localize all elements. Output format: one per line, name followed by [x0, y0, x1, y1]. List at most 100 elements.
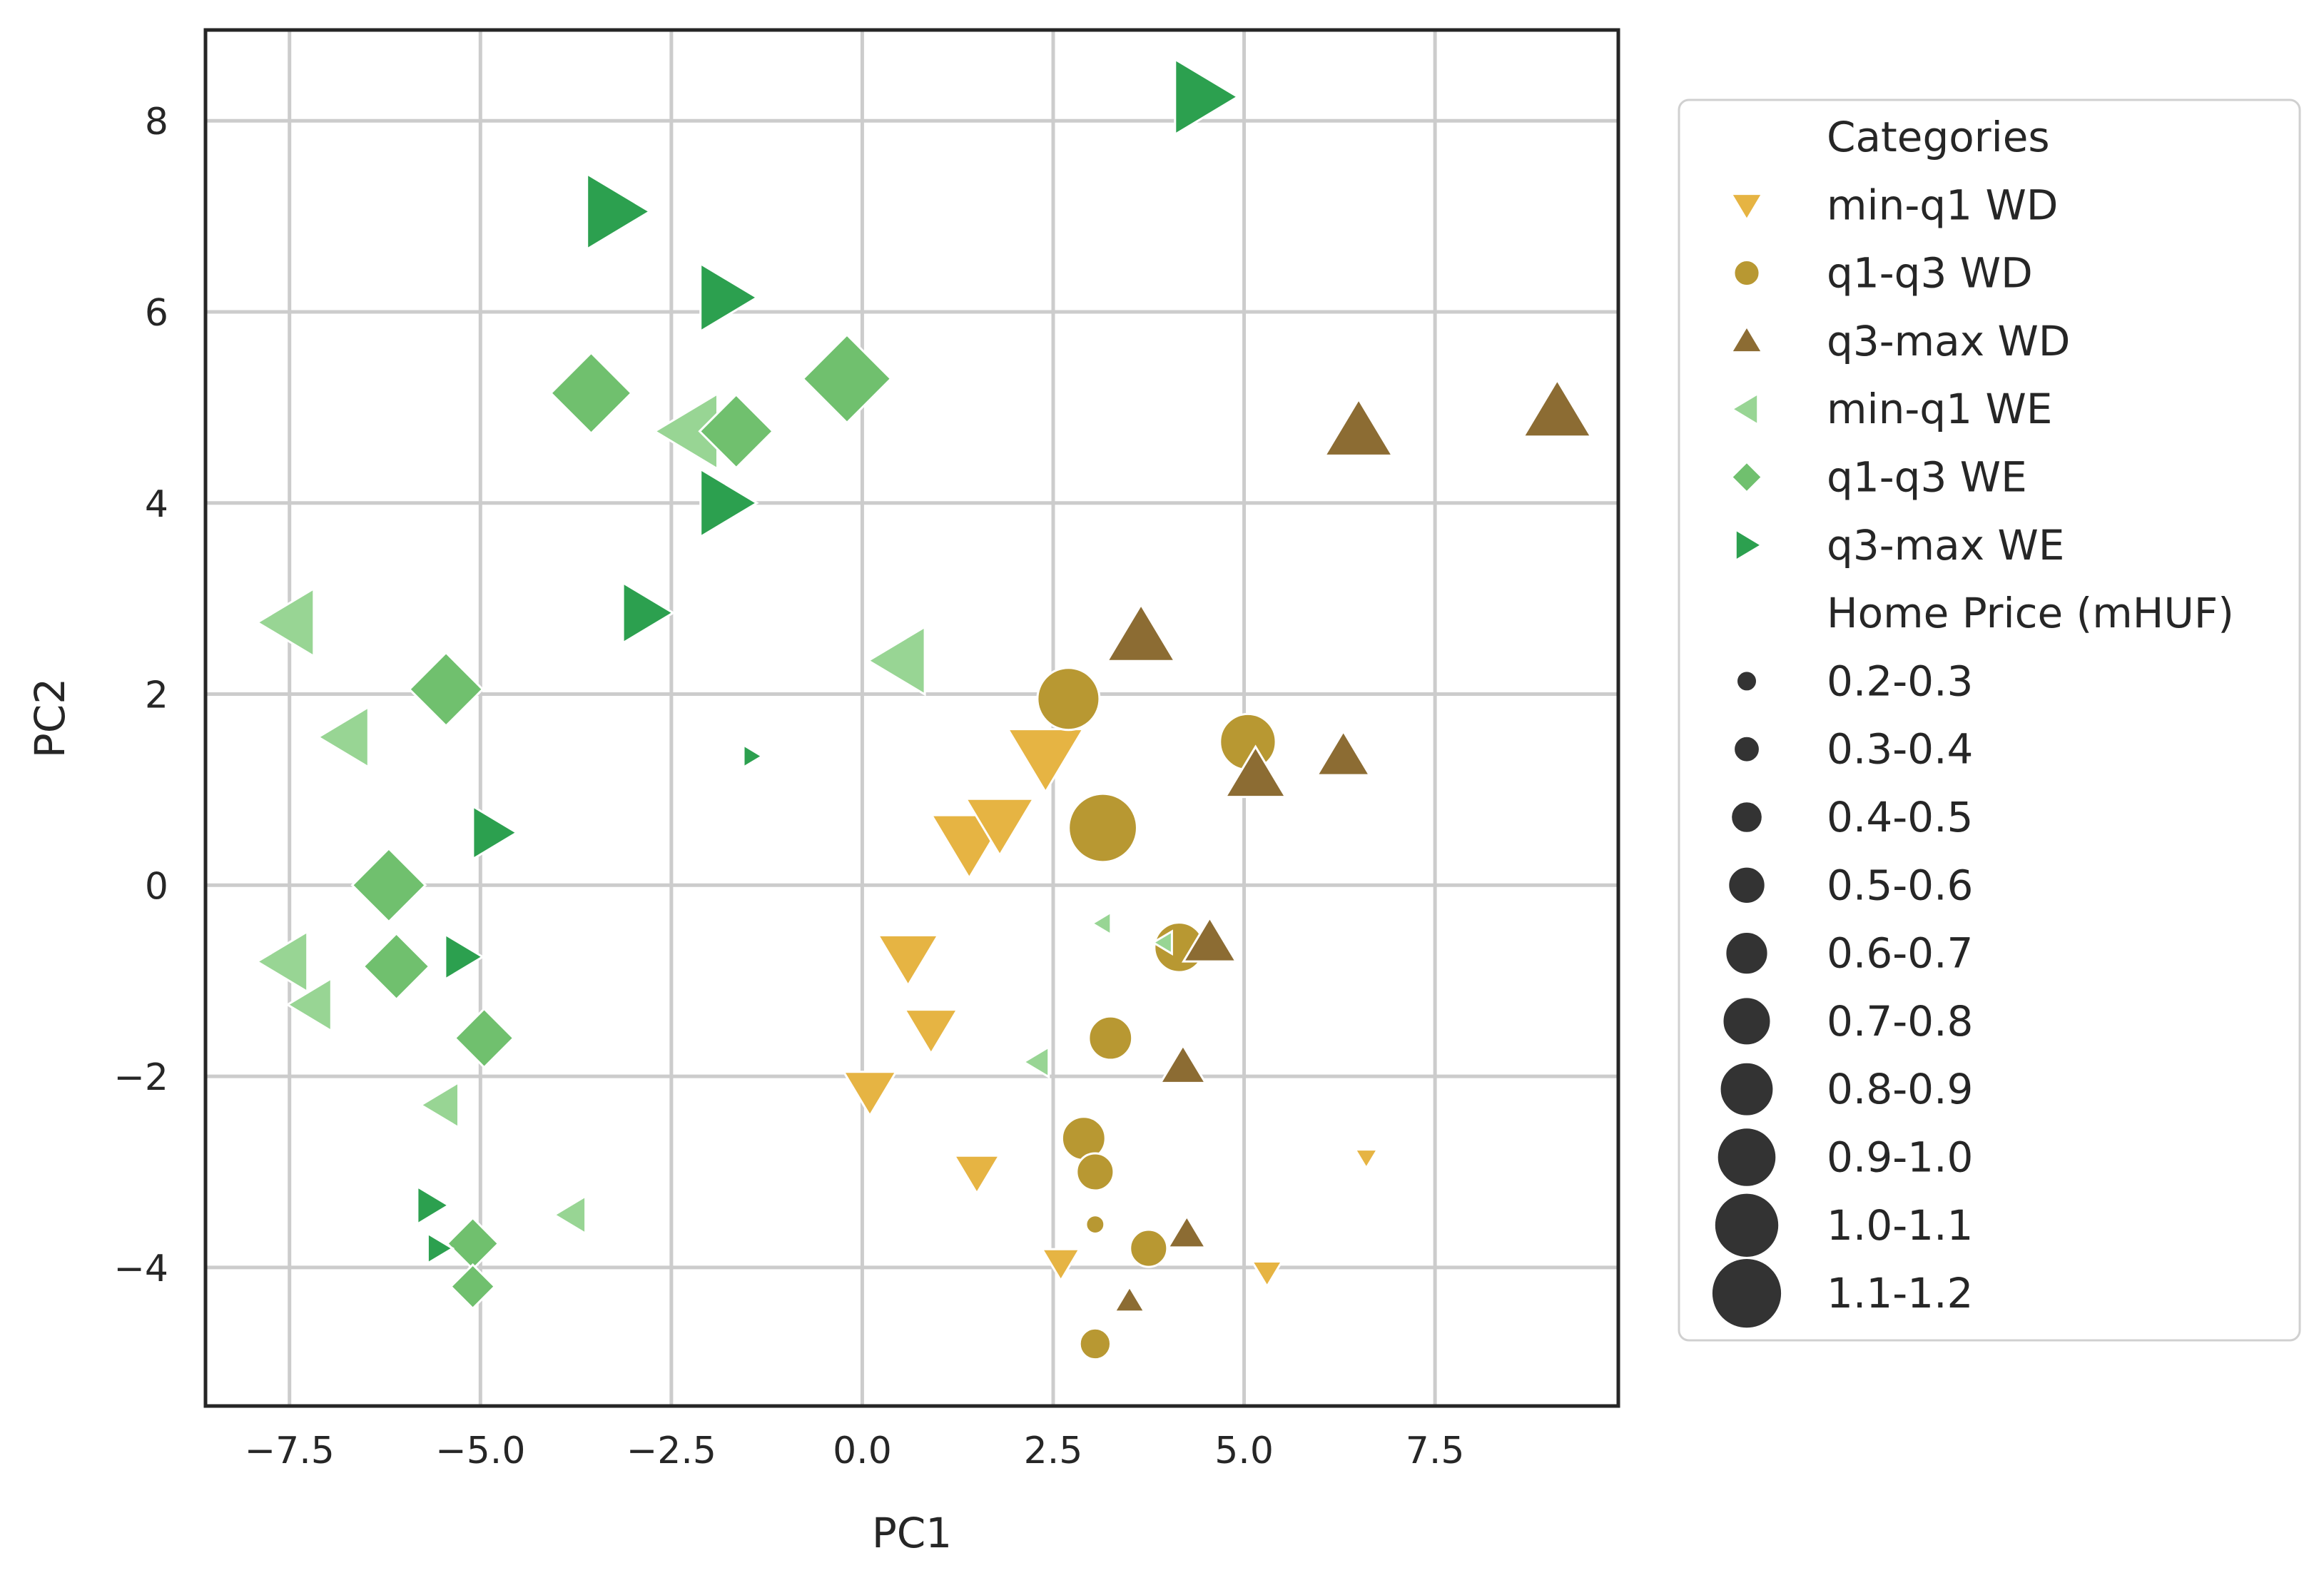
legend-size-marker: [1710, 1258, 1783, 1330]
legend-size-entry: 0.3-0.4: [1733, 725, 1973, 774]
data-point: [876, 934, 940, 988]
data-point: [453, 1007, 515, 1069]
x-tick-label: 2.5: [1024, 1430, 1083, 1472]
data-point: [964, 797, 1036, 858]
legend-size-marker: [1727, 866, 1766, 905]
data-point: [1078, 1327, 1112, 1361]
data-point: [1021, 1045, 1050, 1079]
legend-size-entry: 1.0-1.1: [1713, 1192, 1973, 1259]
tick-labels: −7.5 −5.0 −2.5 0.0 2.5 5.0 7.5 −4 −2 0 2 4 6 8: [113, 101, 1464, 1472]
legend-marker: [1732, 259, 1761, 288]
data-point: [1067, 792, 1138, 864]
series-q1-q3-we: [350, 333, 893, 1310]
x-tick-label: −2.5: [626, 1430, 716, 1472]
data-point: [841, 1071, 898, 1118]
data-points: [255, 57, 1593, 1361]
legend-box: [1678, 98, 2301, 1342]
plot-area-frame: [203, 28, 1620, 1408]
legend-entry: q3-max WD: [1729, 317, 2070, 365]
series-min-q1-wd: [841, 728, 1380, 1289]
y-tick-label: 0: [145, 865, 168, 908]
legend-size-marker: [1733, 735, 1760, 763]
x-tick-label: −5.0: [435, 1430, 525, 1472]
grid-lines: [205, 30, 1618, 1406]
data-point: [866, 624, 926, 697]
data-point: [586, 172, 652, 251]
legend-category-title: Categories: [1827, 113, 2050, 161]
y-axis-label: PC2: [26, 678, 74, 758]
legend-label: q1-q3 WE: [1827, 453, 2027, 502]
y-tick-label: 6: [145, 292, 168, 335]
data-point: [1353, 1148, 1380, 1170]
data-point: [1323, 397, 1395, 457]
legend-size-marker: [1736, 670, 1757, 692]
data-point: [1166, 1214, 1208, 1249]
legend-size-label: 0.7-0.8: [1827, 997, 1973, 1046]
data-point: [316, 705, 370, 769]
data-point: [621, 580, 676, 645]
x-tick-label: 5.0: [1214, 1430, 1274, 1472]
data-point: [1075, 1152, 1115, 1192]
legend-size-entry: 0.7-0.8: [1722, 996, 1973, 1046]
data-point: [1087, 1015, 1134, 1061]
data-point: [255, 587, 315, 659]
data-point: [1315, 729, 1372, 777]
data-point: [1036, 667, 1101, 732]
series-q3-max-wd: [1105, 378, 1593, 1313]
data-point: [1181, 915, 1238, 963]
data-point: [255, 929, 309, 994]
data-point: [1105, 602, 1177, 662]
data-point: [407, 651, 484, 728]
data-point: [449, 1263, 497, 1310]
legend-entry: q3-max WE: [1734, 521, 2064, 570]
data-point: [1005, 728, 1085, 794]
legend-size-marker: [1722, 996, 1772, 1046]
legend-size-entry: 0.9-1.0: [1716, 1127, 1973, 1188]
legend-size-label: 0.9-1.0: [1827, 1133, 1973, 1182]
legend: Categories min-q1 WD q1-q3 WD q3-max WD min-…: [1678, 98, 2301, 1342]
legend-label: min-q1 WD: [1827, 181, 2058, 229]
x-tick-label: −7.5: [245, 1430, 335, 1472]
legend-size-entry: 0.6-0.7: [1725, 929, 1973, 978]
data-point: [952, 1154, 1002, 1195]
legend-size-entry: 0.4-0.5: [1730, 793, 1973, 841]
legend-label: min-q1 WE: [1827, 385, 2052, 433]
data-point: [1112, 1284, 1147, 1313]
data-point: [362, 931, 431, 1001]
series-min-q1-we: [255, 392, 1173, 1236]
legend-marker: [1730, 460, 1764, 494]
legend-marker: [1730, 391, 1760, 427]
data-point: [1085, 1214, 1106, 1235]
legend-marker: [1729, 193, 1765, 223]
legend-entry: min-q1 WD: [1729, 181, 2058, 229]
data-point: [1223, 744, 1288, 799]
data-point: [742, 743, 765, 769]
legend-label: q3-max WD: [1827, 317, 2070, 365]
data-point: [552, 1194, 587, 1236]
data-point: [699, 467, 759, 539]
legend-size-label: 1.0-1.1: [1827, 1201, 1973, 1250]
data-point: [1250, 1260, 1284, 1289]
data-point: [903, 1008, 960, 1056]
legend-size-label: 1.1-1.2: [1827, 1269, 1973, 1317]
legend-size-marker: [1719, 1061, 1775, 1117]
data-point: [444, 932, 485, 981]
series-q3-max-we: [416, 57, 1240, 1265]
data-point: [1040, 1248, 1082, 1283]
y-tick-label: −4: [113, 1248, 168, 1290]
legend-size-marker: [1730, 801, 1763, 834]
legend-size-label: 0.2-0.3: [1827, 657, 1973, 705]
legend-size-entry: 1.1-1.2: [1710, 1258, 1973, 1330]
data-point: [1129, 1228, 1169, 1268]
data-point: [350, 846, 427, 924]
legend-entry: min-q1 WE: [1730, 385, 2052, 433]
y-tick-label: 2: [145, 674, 168, 717]
legend-size-entry: 0.8-0.9: [1719, 1061, 1973, 1117]
data-point: [698, 393, 775, 470]
legend-entry: q1-q3 WE: [1730, 453, 2027, 502]
y-tick-label: 8: [145, 101, 168, 143]
data-point: [1090, 910, 1112, 937]
legend-size-marker: [1725, 931, 1769, 976]
legend-size-title: Home Price (mHUF): [1827, 589, 2234, 637]
legend-size-label: 0.5-0.6: [1827, 861, 1973, 909]
